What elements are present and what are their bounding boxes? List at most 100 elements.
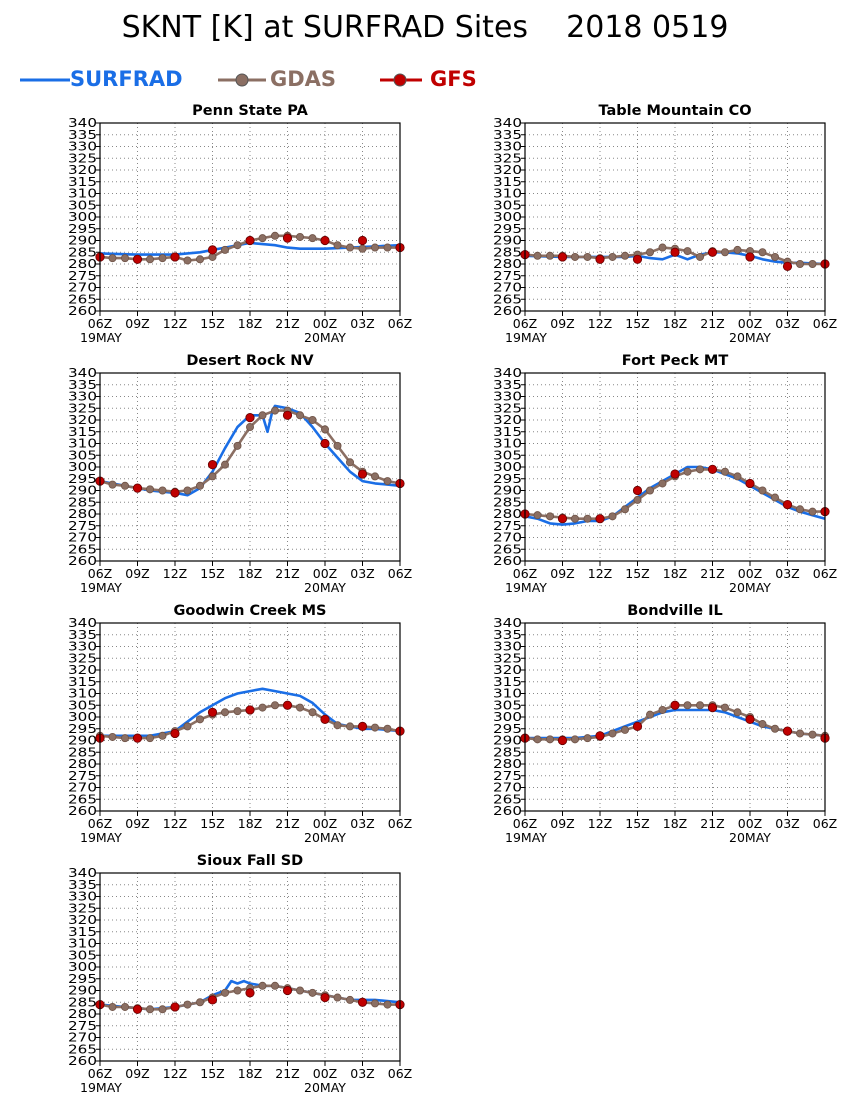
- x-tick-label: 03Z: [350, 816, 374, 831]
- y-tick-label: 280: [493, 507, 522, 521]
- gdas-point: [108, 254, 117, 263]
- gdas-point: [383, 1000, 392, 1009]
- y-tick-label: 295: [493, 722, 522, 736]
- gdas-point: [333, 241, 342, 250]
- grid: [525, 373, 825, 561]
- gdas-point: [183, 722, 192, 731]
- y-tick-label: 295: [68, 972, 97, 986]
- plot-frame: [524, 122, 826, 312]
- y-tick-label: 280: [493, 257, 522, 271]
- y-tick-label: 325: [493, 151, 522, 165]
- x-tick-label: 12Z: [163, 816, 187, 831]
- gdas-point: [758, 720, 767, 729]
- gdas-point: [796, 729, 805, 738]
- y-tick-label: 275: [493, 519, 522, 533]
- gdas-point: [233, 241, 242, 250]
- x-tick-label: 06Z: [88, 1066, 112, 1081]
- y-tick-label: 285: [493, 745, 522, 759]
- gdas-point: [345, 995, 354, 1004]
- x-tick-label: 09Z: [125, 816, 149, 831]
- plot-frame: [524, 372, 826, 562]
- y-tick-label: 275: [68, 1019, 97, 1033]
- gfs-point: [245, 705, 255, 715]
- x-tick-label: 06Z: [513, 816, 537, 831]
- gdas-point: [733, 472, 742, 481]
- gdas-point: [658, 705, 667, 714]
- gdas-point: [383, 477, 392, 486]
- x-tick-label: 00Z: [738, 566, 762, 581]
- gfs-point: [782, 261, 793, 271]
- gdas-point: [121, 481, 130, 490]
- gfs-point: [632, 485, 643, 496]
- gfs-point: [207, 245, 218, 255]
- gdas-point: [608, 512, 617, 521]
- gdas-point: [796, 259, 805, 268]
- gfs-point: [245, 413, 255, 423]
- y-tick-label: 280: [68, 1007, 97, 1021]
- y-tick-label: 260: [68, 1054, 97, 1068]
- gdas-point: [333, 993, 342, 1002]
- y-tick-label: 330: [68, 640, 97, 654]
- x-tick-label: 15Z: [200, 316, 224, 331]
- y-tick-label: 280: [68, 757, 97, 771]
- chart-title: Fort Peck MT: [622, 353, 729, 369]
- gdas-point: [733, 708, 742, 717]
- x-tick-label: 09Z: [125, 316, 149, 331]
- gfs-point: [320, 438, 330, 449]
- gdas-point: [646, 248, 655, 257]
- gfs-point: [557, 514, 568, 524]
- y-tick-label: 295: [493, 472, 522, 486]
- y-tick-label: 315: [68, 425, 97, 439]
- y-tick-label: 290: [493, 734, 522, 748]
- x-tick-label: 18Z: [663, 566, 687, 581]
- y-tick-label: 260: [68, 304, 97, 318]
- legend-line-gdas-icon: [218, 73, 266, 87]
- x-tick-label: 15Z: [625, 816, 649, 831]
- y-tick-label: 330: [68, 140, 97, 154]
- gdas-point: [533, 735, 542, 744]
- plot-frame: [99, 122, 401, 312]
- y-tick-label: 315: [493, 425, 522, 439]
- date-label: 19MAY: [505, 580, 547, 595]
- gdas-point: [295, 411, 304, 420]
- x-tick-label: 06Z: [88, 566, 112, 581]
- y-tick-label: 320: [68, 413, 97, 427]
- y-tick-label: 340: [493, 366, 522, 380]
- series-line-surfrad: [525, 708, 826, 740]
- plot-frame: [99, 372, 401, 562]
- gfs-point: [170, 1002, 180, 1012]
- y-tick-label: 335: [68, 878, 97, 892]
- gfs-point: [282, 410, 293, 420]
- gdas-point: [295, 232, 304, 241]
- y-tick-label: 310: [68, 687, 97, 701]
- y-tick-label: 335: [68, 378, 97, 392]
- chart-bondville-il: Bondville IL2602652702752802852902953003…: [493, 603, 837, 845]
- x-tick-label: 06Z: [813, 566, 837, 581]
- gdas-point: [270, 231, 279, 240]
- gdas-point: [683, 247, 692, 256]
- x-tick-label: 12Z: [163, 1066, 187, 1081]
- y-tick-label: 305: [493, 698, 522, 712]
- date-label: 20MAY: [304, 330, 346, 345]
- legend-label-surfrad: SURFRAD: [70, 67, 183, 91]
- y-tick-label: 270: [493, 281, 522, 295]
- x-tick-label: 12Z: [588, 316, 612, 331]
- y-tick-label: 280: [68, 257, 97, 271]
- gdas-point: [108, 480, 117, 489]
- gfs-point: [245, 988, 255, 998]
- legend-item-gdas: GDAS: [216, 62, 376, 98]
- date-label: 20MAY: [304, 1080, 346, 1095]
- gfs-point: [207, 460, 218, 470]
- x-tick-label: 03Z: [350, 566, 374, 581]
- x-tick-label: 18Z: [238, 1066, 262, 1081]
- series-line-gdas: [99, 409, 401, 494]
- gdas-point: [808, 507, 817, 516]
- x-tick-label: 06Z: [388, 566, 412, 581]
- gdas-point: [195, 481, 204, 490]
- x-tick-label: 21Z: [275, 566, 299, 581]
- gfs-point: [357, 469, 368, 479]
- y-tick-label: 305: [68, 698, 97, 712]
- legend: SURFRAD GDAS GFS: [0, 62, 850, 98]
- y-tick-label: 295: [68, 722, 97, 736]
- y-tick-label: 315: [68, 175, 97, 189]
